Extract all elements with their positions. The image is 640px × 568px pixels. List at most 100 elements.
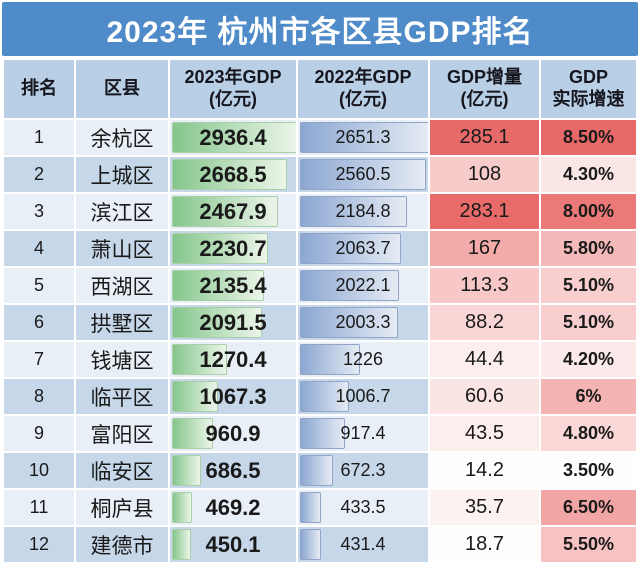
district-cell: 建德市 bbox=[76, 527, 168, 562]
growth-rate-cell: 5.80% bbox=[541, 231, 636, 266]
gdp-2022-value: 433.5 bbox=[340, 497, 386, 517]
rank-cell: 9 bbox=[4, 416, 74, 451]
gdp-2022-bar bbox=[300, 270, 400, 301]
table-row: 8 临平区 1067.3 1006.7 60.6 6% bbox=[4, 379, 636, 414]
growth-rate-cell: 4.20% bbox=[541, 342, 636, 377]
gdp-2023-bar bbox=[172, 529, 192, 560]
gdp-2022-cell: 2560.5 bbox=[298, 157, 428, 192]
gdp-2023-cell: 686.5 bbox=[170, 453, 296, 488]
gdp-2022-bar bbox=[300, 381, 350, 412]
table-row: 4 萧山区 2230.7 2063.7 167 5.80% bbox=[4, 231, 636, 266]
gdp-2022-value: 431.4 bbox=[340, 534, 386, 554]
growth-rate-cell: 6.50% bbox=[541, 490, 636, 525]
gdp-2023-value: 960.9 bbox=[205, 420, 261, 446]
gdp-2023-bar bbox=[172, 344, 227, 375]
rank-cell: 12 bbox=[4, 527, 74, 562]
gdp-2023-value: 2135.4 bbox=[199, 272, 267, 298]
table-body: 1 余杭区 2936.4 2651.3 285.1 8.50% 2 上城区 2668.5 2560… bbox=[4, 120, 636, 562]
growth-rate-cell: 4.30% bbox=[541, 157, 636, 192]
gdp-2022-bar bbox=[300, 455, 334, 486]
column-header-3: 2022年GDP (亿元) bbox=[298, 60, 428, 118]
gdp-2023-bar bbox=[172, 233, 268, 264]
growth-rate-cell: 5.10% bbox=[541, 268, 636, 303]
column-header-5: GDP 实际增速 bbox=[541, 60, 636, 118]
growth-rate-cell: 5.50% bbox=[541, 527, 636, 562]
gdp-increase-cell: 60.6 bbox=[430, 379, 539, 414]
rank-cell: 7 bbox=[4, 342, 74, 377]
gdp-2023-value: 2467.9 bbox=[199, 198, 267, 224]
gdp-2023-value: 2091.5 bbox=[199, 309, 267, 335]
header-row: 排名 区县 2023年GDP (亿元) 2022年GDP (亿元) GDP增量 (亿元) GDP… bbox=[4, 60, 636, 118]
table-row: 6 拱墅区 2091.5 2003.3 88.2 5.10% bbox=[4, 305, 636, 340]
gdp-2023-cell: 469.2 bbox=[170, 490, 296, 525]
growth-rate-cell: 3.50% bbox=[541, 453, 636, 488]
table-row: 12 建德市 450.1 431.4 18.7 5.50% bbox=[4, 527, 636, 562]
gdp-2023-bar bbox=[172, 381, 218, 412]
gdp-2023-value: 1067.3 bbox=[199, 383, 267, 409]
gdp-increase-cell: 113.3 bbox=[430, 268, 539, 303]
rank-cell: 11 bbox=[4, 490, 74, 525]
gdp-increase-cell: 283.1 bbox=[430, 194, 539, 229]
page-title: 2023年 杭州市各区县GDP排名 bbox=[2, 2, 638, 56]
gdp-2022-value: 2651.3 bbox=[335, 127, 391, 147]
gdp-table: 排名 区县 2023年GDP (亿元) 2022年GDP (亿元) GDP增量 (亿元) GDP… bbox=[2, 58, 638, 564]
gdp-2022-cell: 2651.3 bbox=[298, 120, 428, 155]
gdp-2022-value: 2560.5 bbox=[335, 164, 391, 184]
column-header-0: 排名 bbox=[4, 60, 74, 118]
table-row: 10 临安区 686.5 672.3 14.2 3.50% bbox=[4, 453, 636, 488]
gdp-increase-cell: 88.2 bbox=[430, 305, 539, 340]
gdp-increase-cell: 35.7 bbox=[430, 490, 539, 525]
gdp-2022-bar bbox=[300, 307, 399, 338]
gdp-2023-value: 1270.4 bbox=[199, 346, 267, 372]
district-cell: 余杭区 bbox=[76, 120, 168, 155]
gdp-2023-cell: 1067.3 bbox=[170, 379, 296, 414]
gdp-2023-bar bbox=[172, 418, 214, 449]
gdp-2023-bar bbox=[172, 159, 287, 190]
column-header-2: 2023年GDP (亿元) bbox=[170, 60, 296, 118]
gdp-2022-bar bbox=[300, 233, 402, 264]
table-row: 3 滨江区 2467.9 2184.8 283.1 8.00% bbox=[4, 194, 636, 229]
gdp-2022-bar bbox=[300, 196, 408, 227]
gdp-2022-cell: 2022.1 bbox=[298, 268, 428, 303]
district-cell: 富阳区 bbox=[76, 416, 168, 451]
gdp-2023-bar bbox=[172, 492, 193, 523]
table-row: 11 桐庐县 469.2 433.5 35.7 6.50% bbox=[4, 490, 636, 525]
gdp-2022-bar bbox=[300, 418, 345, 449]
rank-cell: 6 bbox=[4, 305, 74, 340]
rank-cell: 3 bbox=[4, 194, 74, 229]
gdp-2023-cell: 450.1 bbox=[170, 527, 296, 562]
district-cell: 桐庐县 bbox=[76, 490, 168, 525]
gdp-2022-value: 2003.3 bbox=[335, 312, 391, 332]
gdp-2023-value: 469.2 bbox=[205, 494, 261, 520]
gdp-2022-cell: 2003.3 bbox=[298, 305, 428, 340]
rank-cell: 10 bbox=[4, 453, 74, 488]
rank-cell: 2 bbox=[4, 157, 74, 192]
gdp-2023-cell: 2230.7 bbox=[170, 231, 296, 266]
gdp-2023-value: 450.1 bbox=[205, 531, 261, 557]
gdp-2023-bar bbox=[172, 307, 262, 338]
gdp-2022-cell: 672.3 bbox=[298, 453, 428, 488]
gdp-2022-cell: 431.4 bbox=[298, 527, 428, 562]
gdp-2022-bar bbox=[300, 122, 428, 153]
rank-cell: 4 bbox=[4, 231, 74, 266]
table-row: 2 上城区 2668.5 2560.5 108 4.30% bbox=[4, 157, 636, 192]
gdp-2022-value: 1006.7 bbox=[335, 386, 391, 406]
gdp-2022-bar bbox=[300, 159, 426, 190]
table-row: 9 富阳区 960.9 917.4 43.5 4.80% bbox=[4, 416, 636, 451]
gdp-2023-value: 2230.7 bbox=[199, 235, 267, 261]
rank-cell: 5 bbox=[4, 268, 74, 303]
district-cell: 上城区 bbox=[76, 157, 168, 192]
growth-rate-cell: 5.10% bbox=[541, 305, 636, 340]
gdp-2022-cell: 917.4 bbox=[298, 416, 428, 451]
gdp-2022-cell: 433.5 bbox=[298, 490, 428, 525]
district-cell: 拱墅区 bbox=[76, 305, 168, 340]
gdp-2023-bar bbox=[172, 455, 202, 486]
table-row: 1 余杭区 2936.4 2651.3 285.1 8.50% bbox=[4, 120, 636, 155]
gdp-2023-cell: 1270.4 bbox=[170, 342, 296, 377]
growth-rate-cell: 6% bbox=[541, 379, 636, 414]
district-cell: 临平区 bbox=[76, 379, 168, 414]
gdp-2023-bar bbox=[172, 270, 264, 301]
page-title-text: 2023年 杭州市各区县GDP排名 bbox=[106, 16, 534, 49]
gdp-2023-value: 686.5 bbox=[205, 457, 261, 483]
